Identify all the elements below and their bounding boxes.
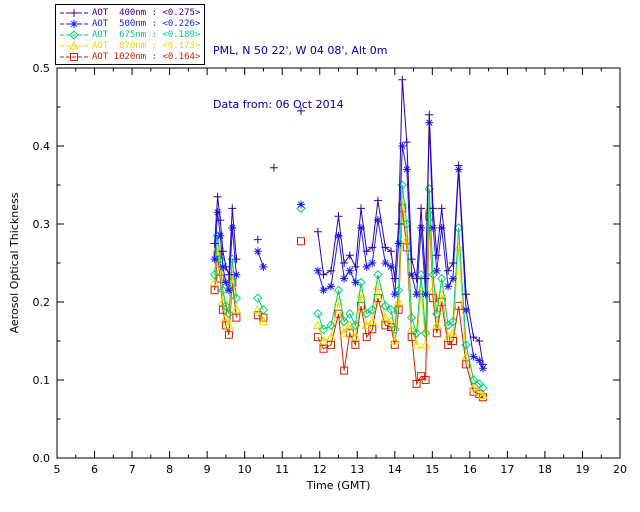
x-tick-label: 12	[313, 463, 327, 476]
y-tick-label: 0.0	[33, 452, 51, 465]
x-tick-label: 15	[425, 463, 439, 476]
legend-marker-asterisk-icon	[60, 19, 88, 28]
legend-entry: AOT 500nm : <0.226>	[59, 18, 200, 29]
x-tick-label: 7	[129, 463, 136, 476]
x-tick-label: 13	[350, 463, 364, 476]
y-axis-label: Aerosol Optical Thickness	[8, 192, 21, 333]
x-tick-label: 14	[388, 463, 402, 476]
data-date: Data from: 06 Oct 2014	[213, 98, 344, 111]
x-tick-label: 6	[91, 463, 98, 476]
y-tick-label: 0.1	[33, 374, 51, 387]
legend-entry-label: AOT 675nm : <0.189>	[92, 29, 201, 40]
y-tick-label: 0.4	[33, 140, 51, 153]
x-tick-label: 10	[238, 463, 252, 476]
legend-entry-label: AOT 870nm : <0.173>	[92, 40, 201, 51]
legend-entry: AOT 870nm : <0.173>	[59, 40, 200, 51]
axes	[56, 67, 621, 459]
station-info: PML, N 50 22', W 04 08', Alt 0m	[213, 44, 388, 57]
legend-marker-plus-icon	[60, 8, 88, 17]
legend-marker-diamond-icon	[60, 29, 88, 40]
axis-tick-labels: 5 6 7 8 9 10 11 12 13 14 15 16 17 18 19 20 0.0 0.1 0.2 0.3 0…	[33, 62, 628, 476]
legend-marker-triangle-icon	[60, 40, 88, 49]
series-aot-870nm	[209, 195, 488, 400]
x-tick-label: 19	[575, 463, 589, 476]
x-tick-label: 9	[204, 463, 211, 476]
y-tick-label: 0.3	[33, 218, 51, 231]
legend-entry: AOT 400nm : <0.275>	[59, 7, 200, 18]
y-tick-label: 0.5	[33, 62, 51, 75]
x-tick-label: 18	[538, 463, 552, 476]
legend-entry-label: AOT 1020nm : <0.164>	[92, 51, 201, 62]
legend-entry-label: AOT 500nm : <0.226>	[92, 18, 201, 29]
plot-header: PML, N 50 22', W 04 08', Alt 0m Data fro…	[213, 6, 387, 150]
legend-entry: AOT 1020nm : <0.164>	[59, 51, 200, 62]
series-aot-675nm	[209, 180, 488, 393]
x-tick-label: 20	[613, 463, 627, 476]
x-tick-label: 17	[500, 463, 514, 476]
y-tick-label: 0.2	[33, 296, 51, 309]
series-aot-400nm	[210, 75, 487, 369]
legend-marker-square-icon	[60, 52, 88, 61]
x-axis-label: Time (GMT)	[306, 479, 371, 492]
x-tick-label: 5	[54, 463, 61, 476]
x-tick-label: 8	[166, 463, 173, 476]
x-tick-label: 16	[463, 463, 477, 476]
legend-entry-label: AOT 400nm : <0.275>	[92, 7, 201, 18]
legend-entry: AOT 675nm : <0.189>	[59, 29, 200, 40]
legend: AOT 400nm : <0.275> AOT 500nm : <0.226> AO…	[55, 4, 206, 65]
x-tick-label: 11	[275, 463, 289, 476]
